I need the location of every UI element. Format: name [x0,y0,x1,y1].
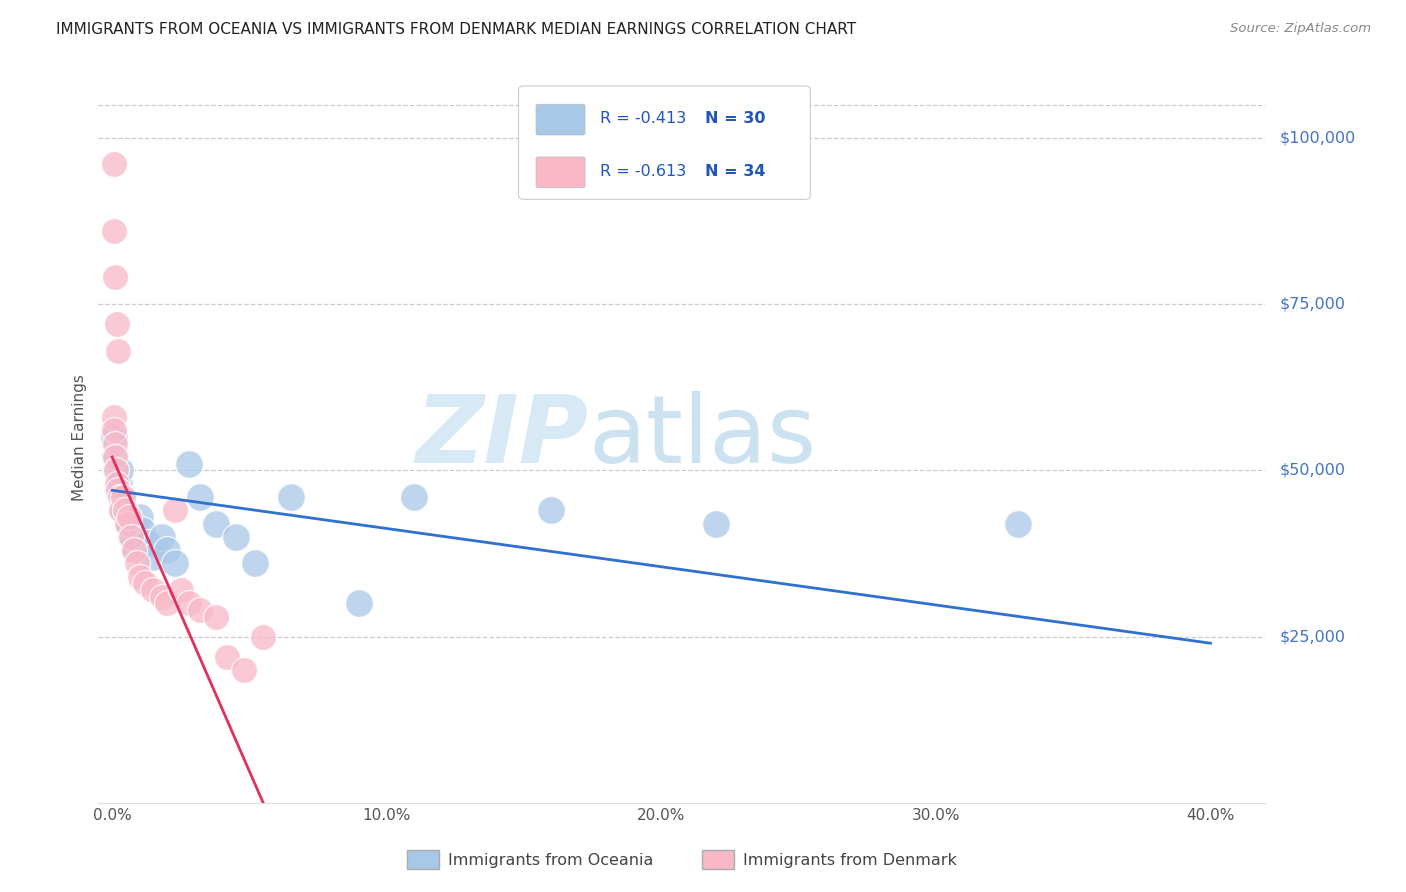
Point [165,503,187,517]
Point [108,476,131,491]
Text: $75,000: $75,000 [1279,297,1346,311]
Point [110,503,132,517]
Point [205,609,228,624]
Point [105,463,128,477]
Point [156,596,179,610]
Legend: Immigrants from Oceania, Immigrants from Denmark: Immigrants from Oceania, Immigrants from… [401,844,963,875]
Point [104,450,127,464]
Point [1007,516,1029,531]
Point [104,436,127,450]
Point [349,596,371,610]
Point [156,543,179,558]
Point [104,270,127,285]
Point [131,523,153,537]
Point [117,516,139,531]
Point [105,476,128,491]
Point [104,450,127,464]
Point [128,509,150,524]
Point [128,570,150,584]
Point [233,663,256,677]
Text: Source: ZipAtlas.com: Source: ZipAtlas.com [1230,22,1371,36]
Point [110,463,132,477]
Point [150,590,173,604]
FancyBboxPatch shape [519,86,810,200]
Point [404,490,426,504]
Text: $25,000: $25,000 [1279,629,1346,644]
Point [103,224,125,238]
Point [103,424,125,438]
Point [177,457,200,471]
Point [280,490,302,504]
Text: $50,000: $50,000 [1279,463,1346,478]
FancyBboxPatch shape [536,157,585,187]
Point [117,509,139,524]
Point [136,536,159,550]
Point [188,603,211,617]
Point [252,630,274,644]
Point [105,317,128,331]
Point [205,516,228,531]
Point [120,530,142,544]
Point [125,557,148,571]
Point [107,343,129,358]
Point [217,649,239,664]
Text: atlas: atlas [589,391,817,483]
Text: N = 34: N = 34 [706,164,766,179]
Point [150,530,173,544]
Point [107,483,129,498]
FancyBboxPatch shape [536,104,585,135]
Point [111,490,134,504]
Point [134,576,156,591]
Text: R = -0.613: R = -0.613 [600,164,686,179]
Point [225,530,247,544]
Point [120,530,142,544]
Point [177,596,200,610]
Point [122,543,145,558]
Text: N = 30: N = 30 [706,112,766,127]
Y-axis label: Median Earnings: Median Earnings [72,374,87,500]
Point [112,490,135,504]
Point [111,503,134,517]
Point [114,503,136,517]
Point [142,549,165,564]
Point [165,557,187,571]
Point [108,490,131,504]
Point [188,490,211,504]
Point [142,582,165,597]
Text: $100,000: $100,000 [1279,130,1355,145]
Point [704,516,727,531]
Point [117,516,139,531]
Point [103,410,125,425]
Text: R = -0.413: R = -0.413 [600,112,686,127]
Point [243,557,266,571]
Point [540,503,562,517]
Point [124,543,146,558]
Text: ZIP: ZIP [416,391,589,483]
Point [103,430,125,444]
Point [105,463,128,477]
Point [103,157,125,171]
Text: IMMIGRANTS FROM OCEANIA VS IMMIGRANTS FROM DENMARK MEDIAN EARNINGS CORRELATION C: IMMIGRANTS FROM OCEANIA VS IMMIGRANTS FR… [56,22,856,37]
Point [107,483,129,498]
Point [115,509,138,524]
Point [170,582,193,597]
